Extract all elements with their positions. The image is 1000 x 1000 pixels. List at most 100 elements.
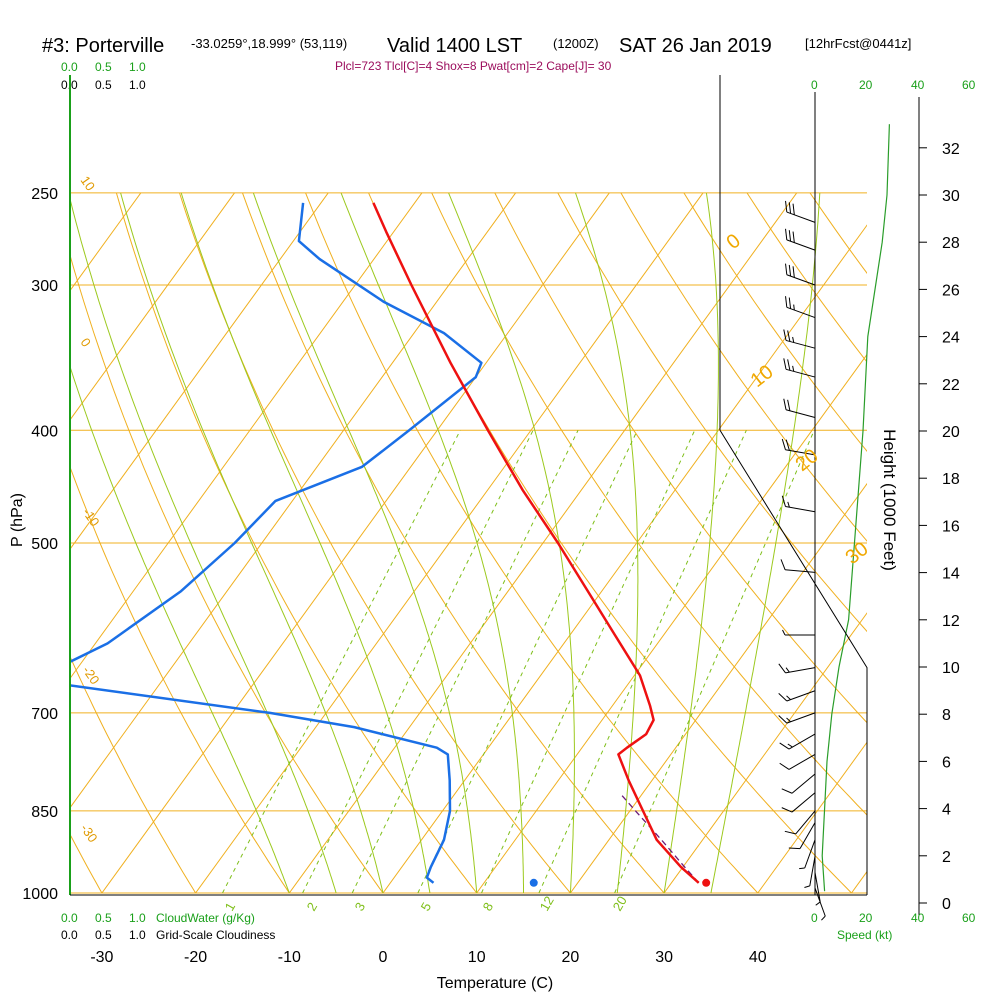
isotherm bbox=[70, 192, 329, 551]
dry-adiabat-label: 10 bbox=[747, 361, 778, 392]
mixing-ratio-label: 12 bbox=[537, 893, 557, 913]
surface-temperature-dot bbox=[702, 878, 711, 887]
pressure-tick-label: 250 bbox=[31, 186, 58, 203]
temperature-tick-label: -30 bbox=[90, 949, 113, 966]
wind-barb bbox=[778, 690, 816, 702]
barb-flag bbox=[778, 715, 788, 724]
moist-adiabat bbox=[120, 192, 384, 894]
height-tick-label: 22 bbox=[942, 377, 960, 394]
moist-adiabat bbox=[448, 192, 575, 894]
wind-barb bbox=[785, 200, 816, 223]
barb-flag bbox=[787, 399, 791, 411]
barb-flag bbox=[783, 358, 787, 370]
speed-tick: 60 bbox=[962, 78, 976, 92]
barb-flag bbox=[785, 228, 788, 240]
pressure-tick-label: 400 bbox=[31, 423, 58, 440]
height-tick-label: 26 bbox=[942, 282, 960, 299]
mixing-ratio-label: 20 bbox=[610, 893, 630, 913]
isotherm bbox=[757, 741, 867, 894]
barb-flag bbox=[778, 663, 786, 674]
mixing-ratio-line bbox=[302, 430, 534, 894]
barb-staff bbox=[791, 773, 816, 794]
temperature-tick-label: -10 bbox=[278, 949, 301, 966]
pressure-tick-label: 500 bbox=[31, 536, 58, 553]
dry-adiabat-label: 0 bbox=[723, 230, 745, 254]
cloudwater-scale-bottom: 0.0 0.5 1.0 CloudWater (g/Kg) bbox=[61, 911, 255, 925]
barb-flag bbox=[781, 495, 786, 507]
valid-utc: (1200Z) bbox=[553, 36, 599, 51]
height-tick-label: 2 bbox=[942, 849, 951, 866]
speed-scale-bottom: 0 20 40 60 Speed (kt) bbox=[811, 911, 976, 942]
mixing-ratio-label: 8 bbox=[480, 900, 497, 914]
barb-half-flag bbox=[821, 915, 826, 921]
height-axis-label: Height (1000 Feet) bbox=[880, 429, 899, 571]
dewpoint-profile bbox=[70, 202, 483, 884]
cloudwater-tick: 0.5 bbox=[95, 60, 112, 74]
moist-adiabat bbox=[70, 365, 290, 894]
mixing-ratio-line bbox=[417, 430, 638, 894]
moist-adiabat bbox=[340, 192, 524, 893]
barb-half-flag bbox=[786, 695, 791, 701]
wind-barb bbox=[779, 753, 816, 770]
isotherm-label: 0 bbox=[78, 335, 94, 350]
barb-half-flag bbox=[786, 717, 791, 723]
speed-tick: 40 bbox=[911, 911, 925, 925]
temperature-tick-label: 40 bbox=[749, 949, 767, 966]
mixing-ratio-line bbox=[222, 430, 461, 894]
barb-flag bbox=[785, 200, 788, 213]
temperature-profile bbox=[372, 202, 700, 884]
height-tick-label: 30 bbox=[942, 188, 960, 205]
wind-barb bbox=[782, 629, 815, 636]
barb-half-flag bbox=[815, 901, 821, 906]
x-axis-label: Temperature (C) bbox=[437, 975, 553, 992]
barb-staff bbox=[786, 239, 816, 251]
moist-adiabat bbox=[70, 197, 337, 894]
temperature-tick-label: 30 bbox=[655, 949, 673, 966]
height-tick-label: 20 bbox=[942, 424, 960, 441]
height-tick-label: 0 bbox=[942, 896, 951, 913]
barb-flag bbox=[788, 202, 792, 214]
cloudiness-tick: 0.5 bbox=[95, 78, 112, 92]
dry-adiabat bbox=[242, 192, 665, 894]
barb-half-flag bbox=[799, 867, 805, 870]
isotherm bbox=[70, 192, 235, 421]
moist-adiabat bbox=[575, 192, 639, 894]
mixing-ratio-label: 2 bbox=[304, 900, 321, 914]
barb-staff bbox=[791, 792, 816, 813]
valid-date: SAT 26 Jan 2019 bbox=[619, 35, 772, 57]
wind-barb bbox=[781, 438, 816, 456]
speed-tick: 20 bbox=[859, 911, 873, 925]
barb-half-flag bbox=[793, 304, 795, 311]
barb-flag bbox=[788, 230, 792, 242]
isotherm bbox=[101, 192, 610, 894]
cloudwater-tick: 0.0 bbox=[61, 60, 78, 74]
barb-flag bbox=[785, 296, 788, 308]
height-tick-label: 18 bbox=[942, 471, 960, 488]
height-tick-label: 10 bbox=[942, 660, 960, 677]
barb-flag bbox=[781, 438, 786, 450]
station-title: #3: Porterville bbox=[42, 35, 164, 57]
barb-half-flag bbox=[785, 667, 790, 673]
cloudwater-tick: 0.0 bbox=[61, 911, 78, 925]
pressure-tick-label: 700 bbox=[31, 706, 58, 723]
barb-flag bbox=[779, 762, 790, 770]
barb-staff bbox=[785, 409, 816, 418]
wind-barb bbox=[814, 872, 821, 906]
barb-staff bbox=[785, 506, 816, 513]
wind-barb bbox=[783, 358, 816, 378]
cloudwater-label: CloudWater (g/Kg) bbox=[156, 911, 255, 925]
dry-adiabat bbox=[115, 192, 478, 894]
isotherm-label: -30 bbox=[78, 821, 101, 845]
speed-tick: 40 bbox=[911, 78, 925, 92]
barb-staff bbox=[814, 872, 821, 903]
cloudiness-tick: 0.5 bbox=[95, 928, 112, 942]
isotherm bbox=[70, 192, 516, 809]
barb-half-flag bbox=[804, 885, 810, 888]
barb-staff bbox=[799, 822, 816, 849]
barb-flag bbox=[788, 847, 801, 850]
barb-staff bbox=[786, 211, 816, 223]
height-tick-label: 24 bbox=[942, 330, 960, 347]
barb-flag bbox=[781, 807, 793, 813]
y-axis-label: P (hPa) bbox=[9, 493, 26, 547]
